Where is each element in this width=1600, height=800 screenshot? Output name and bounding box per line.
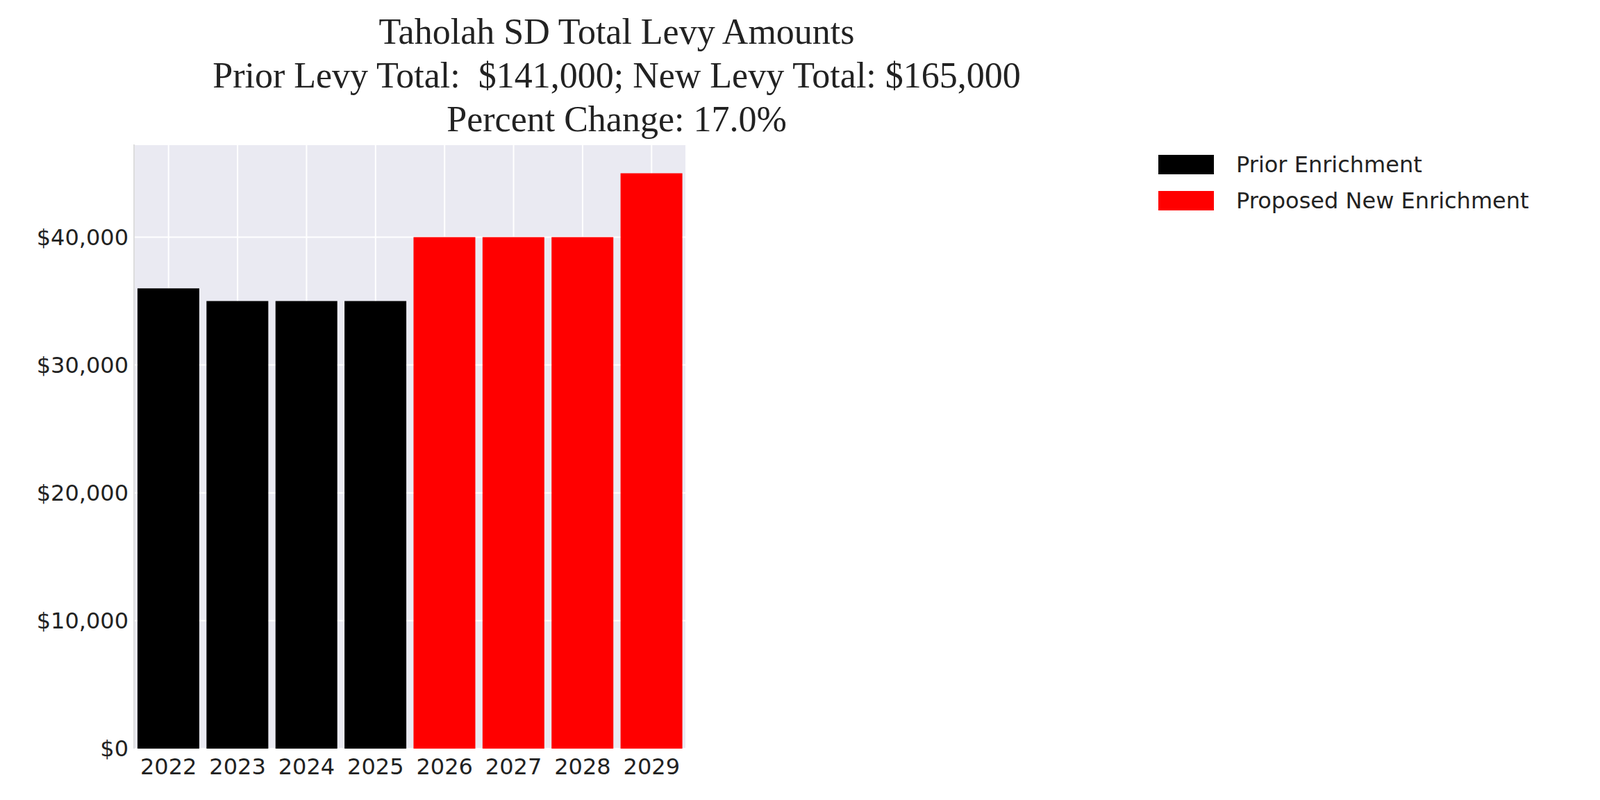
svg-text:2022: 2022 [140, 753, 197, 780]
html-text:Taholah SD Total Levy Amounts: Taholah SD Total Levy Amounts [378, 11, 855, 52]
svg-text:$40,000: $40,000 [36, 224, 129, 251]
svg-text:$20,000: $20,000 [36, 479, 129, 507]
html-text:Prior Enrichment: Prior Enrichment [1236, 151, 1423, 178]
svg-text:2028: 2028 [554, 753, 611, 780]
svg-text:2023: 2023 [209, 753, 266, 780]
svg-text:2025: 2025 [347, 753, 404, 780]
svg-text:$30,000: $30,000 [36, 352, 129, 379]
svg-text:2029: 2029 [623, 753, 680, 780]
html-text:Proposed New Enrichment: Proposed New Enrichment [1236, 187, 1529, 214]
html-text:Prior Levy Total: $141,000; Ne: Prior Levy Total: $141,000; New Levy Tot… [212, 55, 1021, 96]
svg-text:2026: 2026 [415, 753, 473, 780]
svg-text:$0: $0 [100, 735, 129, 762]
html-text:Percent Change: 17.0%: Percent Change: 17.0% [446, 99, 787, 139]
svg-text:$10,000: $10,000 [36, 607, 129, 635]
svg-text:2027: 2027 [485, 753, 542, 780]
svg-text:2024: 2024 [278, 753, 335, 780]
